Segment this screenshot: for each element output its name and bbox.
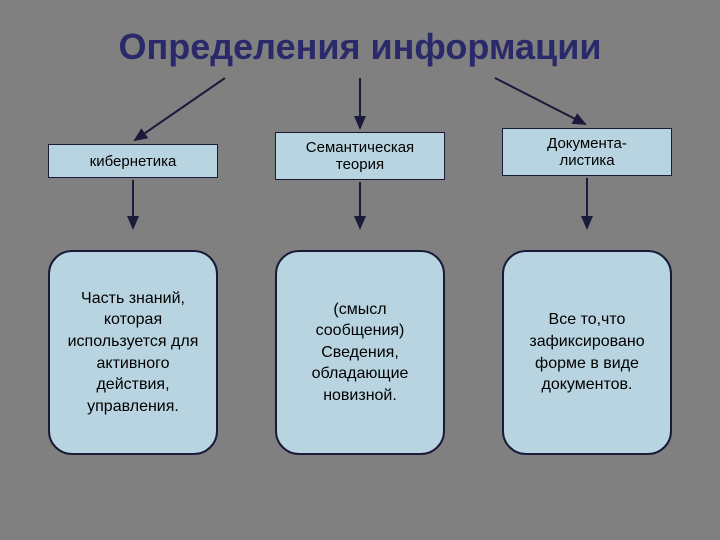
- arrow-title-to-cat-2: [495, 78, 585, 124]
- arrow-title-to-cat-0: [135, 78, 225, 140]
- arrows-layer: [0, 0, 720, 540]
